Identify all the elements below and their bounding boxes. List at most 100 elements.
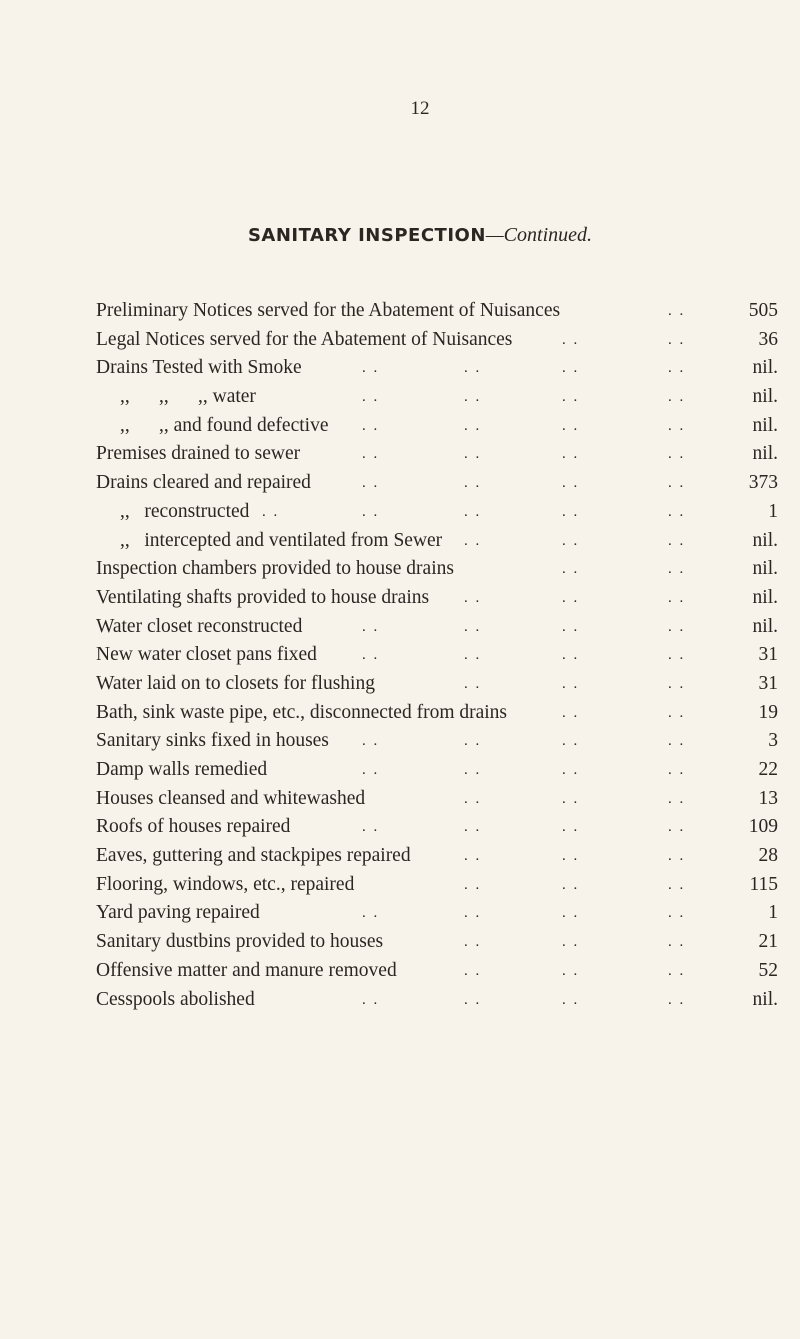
row-label: Premises drained to sewer xyxy=(96,443,301,465)
leader-dots: . . xyxy=(362,475,380,492)
leader-dots: . . xyxy=(668,848,686,865)
leader-dots: . . xyxy=(464,417,482,434)
leader-dots: . . xyxy=(562,561,580,578)
table-row: Sanitary sinks fixed in houses 3 . . . . . .… xyxy=(0,727,800,756)
row-label: Inspection chambers provided to house dr… xyxy=(96,558,454,580)
leader-dots: . . xyxy=(562,589,580,606)
row-label: ,, intercepted and ventilated from Sewer xyxy=(120,529,443,551)
leader-dots: . . xyxy=(362,389,380,406)
table-row: Flooring, windows, etc., repaired 115 . ..… xyxy=(0,871,800,900)
leader-dots: . . xyxy=(464,905,482,922)
leader-dots: . . xyxy=(362,360,380,377)
leader-dots: . . xyxy=(262,503,280,520)
table-row: Legal Notices served for the Abatement o… xyxy=(0,326,800,355)
row-value: 373 xyxy=(748,472,778,494)
table-row: ,, intercepted and ventilated from Sewer… xyxy=(0,527,800,556)
page-title: SANITARY INSPECTION—Continued. xyxy=(0,224,800,247)
row-label: Sanitary dustbins provided to houses xyxy=(96,931,384,953)
leader-dots: . . xyxy=(464,446,482,463)
row-label: Damp walls remedied xyxy=(96,759,268,780)
leader-dots: . . xyxy=(464,360,482,377)
table-row: Ventilating shafts provided to house dra… xyxy=(0,584,800,613)
leader-dots: . . xyxy=(562,876,580,893)
leader-dots: . . xyxy=(562,733,580,750)
row-label: Offensive matter and manure removed xyxy=(96,959,397,981)
row-value: 31 xyxy=(758,644,779,666)
table-row: Eaves, guttering and stackpipes repaired… xyxy=(0,842,800,871)
row-label: Cesspools abolished xyxy=(96,988,255,1010)
table-row: Preliminary Notices served for the Abate… xyxy=(0,297,800,326)
leader-dots: . . xyxy=(562,331,580,348)
leader-dots: . . xyxy=(464,790,482,807)
leader-dots: . . xyxy=(668,503,686,520)
leader-dots: . . xyxy=(668,934,686,951)
row-label: Drains Tested with Smoke xyxy=(96,357,302,379)
leader-dots: . . xyxy=(562,704,580,721)
row-label: Preliminary Notices served for the Abate… xyxy=(96,300,561,321)
leader-dots: . . xyxy=(464,848,482,865)
table-row: Inspection chambers provided to house dr… xyxy=(0,555,800,584)
row-value: 109 xyxy=(748,816,778,838)
row-value: nil. xyxy=(752,357,778,379)
row-value: 22 xyxy=(758,759,779,780)
table-row: Drains Tested with Smoke nil. . . . . . . . . xyxy=(0,354,800,383)
leader-dots: . . xyxy=(464,675,482,692)
table-row: ,, reconstructed 1 . . . . . . . . . . xyxy=(0,498,800,527)
row-value: 115 xyxy=(749,873,778,895)
leader-dots: . . xyxy=(668,618,686,635)
row-value: nil. xyxy=(752,988,778,1010)
row-label: Sanitary sinks fixed in houses xyxy=(96,730,329,752)
leader-dots: . . xyxy=(464,503,482,520)
leader-dots: . . xyxy=(668,762,686,778)
leader-dots: . . xyxy=(464,762,482,778)
row-value: nil. xyxy=(752,558,778,580)
leader-dots: . . xyxy=(362,905,380,922)
row-label: ,, reconstructed xyxy=(120,500,250,522)
leader-dots: . . xyxy=(668,991,686,1008)
leader-dots: . . xyxy=(562,360,580,377)
row-value: nil. xyxy=(752,586,778,608)
leader-dots: . . xyxy=(562,475,580,492)
leader-dots: . . xyxy=(464,934,482,951)
row-label: ,, ,, ,, water xyxy=(120,386,256,408)
row-label: Flooring, windows, etc., repaired xyxy=(96,873,355,895)
leader-dots: . . xyxy=(668,876,686,893)
leader-dots: . . xyxy=(668,532,686,549)
leader-dots: . . xyxy=(668,589,686,606)
row-value: 28 xyxy=(758,845,779,867)
leader-dots: . . xyxy=(562,905,580,922)
leader-dots: . . xyxy=(464,876,482,893)
leader-dots: . . xyxy=(562,962,580,979)
table-row: Drains cleared and repaired 373 . . . . . ..… xyxy=(0,469,800,498)
table-row: Bath, sink waste pipe, etc., disconnecte… xyxy=(0,699,800,728)
table-row: ,, ,, and found defective nil. . . . . . . . … xyxy=(0,412,800,441)
leader-dots: . . xyxy=(464,618,482,635)
row-value: 505 xyxy=(748,300,778,321)
table-row: Water laid on to closets for flushing 31.… xyxy=(0,670,800,699)
leader-dots: . . xyxy=(668,905,686,922)
leader-dots: . . xyxy=(562,618,580,635)
leader-dots: . . xyxy=(362,618,380,635)
leader-dots: . . xyxy=(562,446,580,463)
leader-dots: . . xyxy=(668,417,686,434)
row-label: ,, ,, and found defective xyxy=(120,414,329,436)
table-row: ,, ,, ,, water nil. . . . . . . . . xyxy=(0,383,800,412)
table-row: Offensive matter and manure removed 52 . .… xyxy=(0,957,800,986)
row-label: Bath, sink waste pipe, etc., disconnecte… xyxy=(96,701,508,723)
leader-dots: . . xyxy=(668,704,686,721)
leader-dots: . . xyxy=(464,589,482,606)
row-label: Roofs of houses repaired xyxy=(96,816,291,838)
leader-dots: . . xyxy=(668,733,686,750)
row-label: Ventilating shafts provided to house dra… xyxy=(96,586,430,608)
leader-dots: . . xyxy=(668,360,686,377)
table-row: Damp walls remedied 22 . . . . . . . . xyxy=(0,756,800,785)
leader-dots: . . xyxy=(562,819,580,836)
leader-dots: . . xyxy=(562,848,580,865)
leader-dots: . . xyxy=(362,647,380,664)
table-row: Yard paving repaired 1 . . . . . . . . xyxy=(0,899,800,928)
leader-dots: . . xyxy=(668,303,686,319)
title-continued: —Continued. xyxy=(485,224,593,246)
leader-dots: . . xyxy=(562,991,580,1008)
leader-dots: . . xyxy=(362,417,380,434)
leader-dots: . . xyxy=(464,733,482,750)
